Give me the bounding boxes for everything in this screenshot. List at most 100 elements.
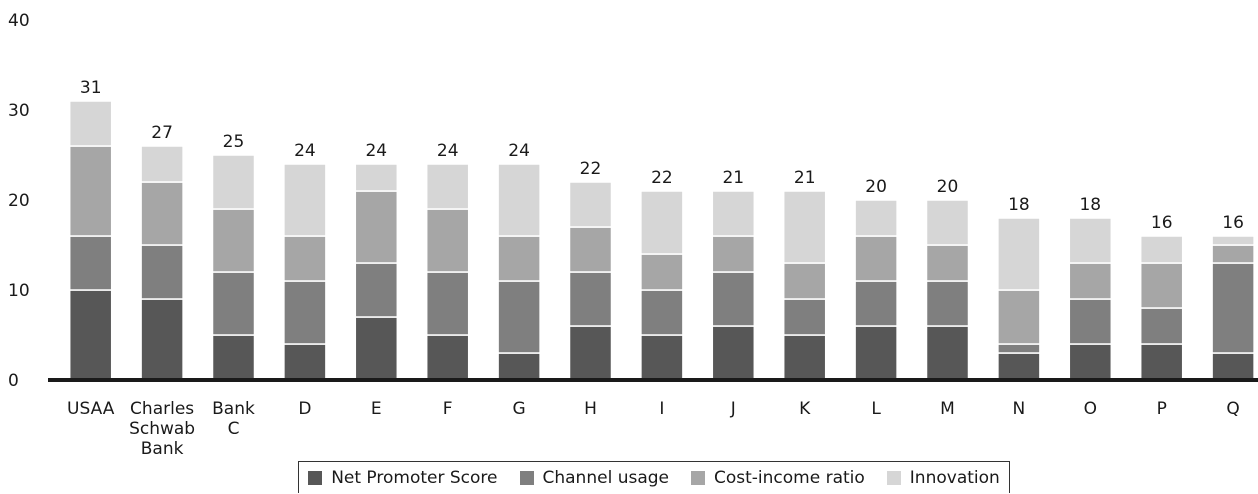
bar-segment-innovation — [497, 163, 541, 237]
bar-segment-innovation — [1139, 235, 1184, 264]
legend-label-cost-income-ratio: Cost-income ratio — [714, 467, 865, 488]
bar-segment-net-promoter-score — [854, 325, 898, 381]
bar-segment-channel-usage — [497, 280, 541, 354]
x-category-label: F — [443, 399, 453, 419]
bar-segment-innovation — [283, 163, 327, 237]
bar-segment-innovation — [68, 100, 113, 147]
legend-swatch-innovation — [886, 470, 901, 485]
bar-total-label: 24 — [294, 141, 316, 161]
bar-segment-net-promoter-score — [568, 325, 613, 381]
bar-total-label: 18 — [1079, 195, 1101, 215]
legend-swatch-net-promoter-score — [308, 470, 323, 485]
bar-segment-cost-income-ratio — [1139, 262, 1184, 309]
y-tick-label: 10 — [8, 281, 30, 301]
bar-segment-cost-income-ratio — [782, 262, 827, 300]
x-category-label: P — [1157, 399, 1167, 419]
bar-segment-channel-usage — [140, 244, 184, 300]
bar-segment-net-promoter-score — [1068, 343, 1113, 381]
bar-segment-innovation — [425, 163, 470, 210]
bar-segment-cost-income-ratio — [68, 145, 113, 237]
legend-item-channel-usage: Channel usage — [519, 467, 670, 488]
bar-segment-net-promoter-score — [497, 352, 541, 381]
bar-total-label: 21 — [794, 168, 816, 188]
bar-segment-net-promoter-score — [782, 334, 827, 381]
x-category-label: E — [371, 399, 382, 419]
bar-segment-channel-usage — [283, 280, 327, 345]
bar-segment-net-promoter-score — [68, 289, 113, 381]
legend-swatch-cost-income-ratio — [691, 470, 705, 485]
bar-total-label: 20 — [937, 177, 959, 197]
bar-segment-channel-usage — [711, 271, 756, 327]
legend-label-innovation: Innovation — [909, 467, 1000, 488]
x-category-label: Charles Schwab Bank — [129, 399, 195, 459]
bar-segment-channel-usage — [640, 289, 684, 336]
y-tick-label: 20 — [8, 191, 30, 211]
bar-total-label: 31 — [80, 78, 102, 98]
chart-legend: Net Promoter Score Channel usage Cost-in… — [298, 461, 1010, 493]
y-tick-label: 0 — [8, 371, 19, 391]
bar-total-label: 24 — [437, 141, 459, 161]
bar-segment-net-promoter-score — [140, 298, 184, 381]
x-category-label: J — [730, 399, 736, 419]
bar-segment-net-promoter-score — [425, 334, 470, 381]
bar-segment-net-promoter-score — [211, 334, 256, 381]
bar-segment-innovation — [782, 190, 827, 264]
bar-segment-channel-usage — [425, 271, 470, 336]
bar-segment-net-promoter-score — [997, 352, 1041, 381]
bar-segment-innovation — [211, 154, 256, 210]
bar-total-label: 24 — [365, 141, 387, 161]
bar-segment-cost-income-ratio — [354, 190, 399, 264]
bar-segment-channel-usage — [1068, 298, 1113, 345]
bar-total-label: 27 — [151, 123, 173, 143]
bar-segment-channel-usage — [211, 271, 256, 336]
y-tick-label: 30 — [8, 101, 30, 121]
x-category-label: USAA — [67, 399, 115, 419]
x-category-label: M — [940, 399, 955, 419]
bar-total-label: 21 — [722, 168, 744, 188]
bar-segment-cost-income-ratio — [925, 244, 970, 282]
x-category-label: O — [1084, 399, 1097, 419]
bar-segment-channel-usage — [354, 262, 399, 318]
bar-segment-cost-income-ratio — [997, 289, 1041, 345]
bar-segment-cost-income-ratio — [1211, 244, 1255, 264]
bar-segment-channel-usage — [568, 271, 613, 327]
bar-segment-cost-income-ratio — [283, 235, 327, 282]
bar-segment-cost-income-ratio — [711, 235, 756, 273]
x-category-label: D — [298, 399, 311, 419]
bar-segment-innovation — [140, 145, 184, 183]
bar-segment-innovation — [711, 190, 756, 237]
legend-label-channel-usage: Channel usage — [542, 467, 670, 488]
legend-item-cost-income-ratio: Cost-income ratio — [691, 468, 865, 488]
bar-total-label: 22 — [580, 159, 602, 179]
bar-total-label: 18 — [1008, 195, 1030, 215]
x-category-label: I — [659, 399, 664, 419]
x-category-label: L — [871, 399, 881, 419]
x-category-label: H — [584, 399, 597, 419]
bar-segment-innovation — [1211, 235, 1255, 246]
bar-segment-net-promoter-score — [711, 325, 756, 381]
x-category-label: Q — [1226, 399, 1239, 419]
bar-segment-innovation — [568, 181, 613, 228]
bar-segment-cost-income-ratio — [211, 208, 256, 273]
bar-segment-cost-income-ratio — [568, 226, 613, 273]
bar-total-label: 24 — [508, 141, 530, 161]
bar-segment-net-promoter-score — [283, 343, 327, 381]
bar-segment-net-promoter-score — [354, 316, 399, 381]
legend-item-innovation: Innovation — [886, 467, 1000, 488]
bar-total-label: 22 — [651, 168, 673, 188]
bar-total-label: 16 — [1222, 213, 1244, 233]
legend-swatch-channel-usage — [519, 470, 534, 485]
x-category-label: K — [799, 399, 811, 419]
y-tick-label: 40 — [8, 11, 30, 31]
bar-segment-channel-usage — [782, 298, 827, 336]
legend-item-net-promoter-score: Net Promoter Score — [308, 468, 498, 488]
bar-segment-cost-income-ratio — [497, 235, 541, 282]
bar-segment-cost-income-ratio — [1068, 262, 1113, 300]
bar-segment-net-promoter-score — [925, 325, 970, 381]
bar-segment-innovation — [354, 163, 399, 192]
bar-segment-channel-usage — [1211, 262, 1255, 354]
bar-segment-innovation — [997, 217, 1041, 291]
bar-segment-innovation — [854, 199, 898, 237]
bar-total-label: 20 — [865, 177, 887, 197]
